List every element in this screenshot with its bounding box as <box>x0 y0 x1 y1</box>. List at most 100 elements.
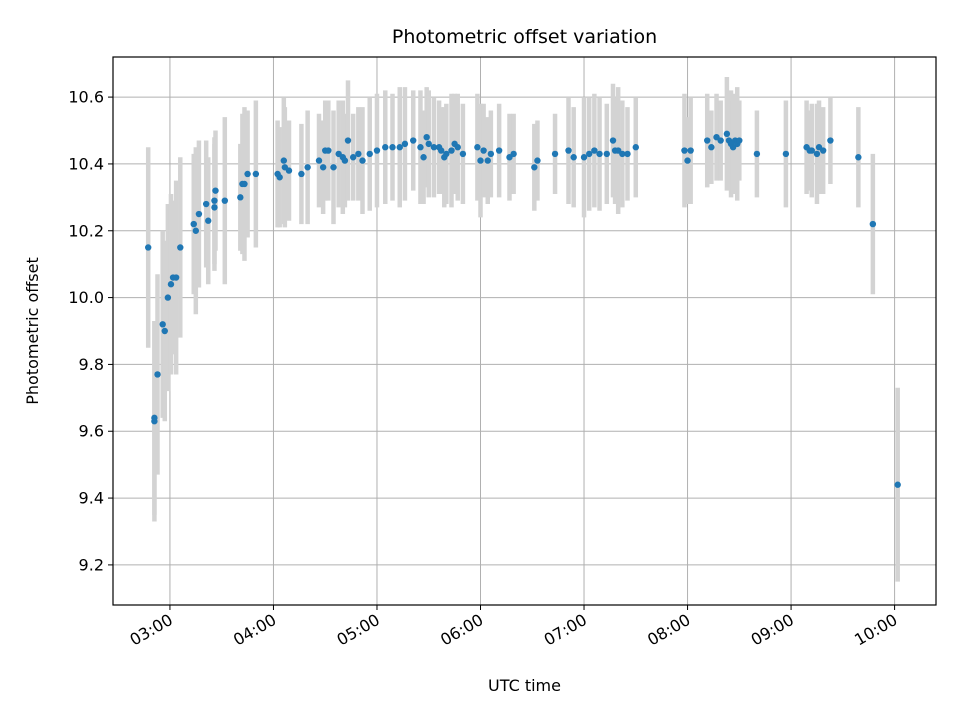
data-point <box>202 200 210 208</box>
data-point <box>425 140 432 148</box>
data-point <box>443 150 450 158</box>
data-point <box>154 371 161 378</box>
data-point <box>753 150 761 158</box>
data-point <box>704 137 711 144</box>
data-point <box>396 144 403 151</box>
data-point <box>681 147 688 154</box>
data-point <box>480 147 487 154</box>
y-tick-label: 9.8 <box>79 355 104 374</box>
data-point <box>687 147 694 154</box>
data-point <box>330 164 337 171</box>
data-point <box>161 327 168 335</box>
y-axis-ticks: 9.2 9.4 9.6 9.8 10.0 10.2 10.4 10.6 <box>68 88 113 574</box>
y-tick-label: 10.4 <box>68 154 104 173</box>
data-point <box>423 133 430 141</box>
data-points <box>144 130 901 488</box>
data-point <box>285 167 293 174</box>
data-point <box>808 147 815 154</box>
data-point <box>603 150 610 158</box>
data-point <box>341 157 349 164</box>
data-point <box>717 137 724 144</box>
data-point <box>190 220 197 228</box>
data-point <box>619 150 626 158</box>
data-point <box>510 150 517 158</box>
data-point <box>813 150 821 158</box>
data-point <box>708 144 715 151</box>
data-point <box>382 144 389 151</box>
data-point <box>624 150 631 158</box>
data-point <box>373 147 381 154</box>
y-axis-label: Photometric offset <box>23 257 42 405</box>
data-point <box>211 204 218 211</box>
data-point <box>355 150 362 158</box>
data-point <box>459 150 467 158</box>
data-point <box>172 274 180 281</box>
data-point <box>420 154 427 161</box>
data-point <box>319 164 327 171</box>
data-point <box>344 137 352 144</box>
data-point <box>410 137 417 144</box>
data-point <box>454 144 461 151</box>
data-point <box>177 244 184 251</box>
data-point <box>315 157 323 164</box>
data-point <box>192 227 200 234</box>
data-point <box>586 150 593 158</box>
data-point <box>580 154 588 161</box>
data-point <box>684 157 691 164</box>
data-point <box>205 217 212 224</box>
data-point <box>221 197 229 204</box>
data-point <box>349 154 357 161</box>
y-tick-label: 9.4 <box>79 489 104 508</box>
data-point <box>401 140 409 148</box>
data-point <box>632 144 639 151</box>
data-point <box>609 137 617 144</box>
data-point <box>551 150 559 158</box>
data-point <box>448 147 455 154</box>
chart-title: Photometric offset variation <box>392 26 657 48</box>
data-point <box>430 144 438 151</box>
data-point <box>474 144 481 151</box>
data-point <box>417 144 424 151</box>
data-point <box>827 137 834 144</box>
data-point <box>144 244 152 251</box>
y-tick-label: 9.6 <box>79 422 104 441</box>
data-point <box>565 147 572 154</box>
data-point <box>487 150 495 158</box>
y-tick-label: 10.0 <box>68 288 104 307</box>
data-point <box>596 150 603 158</box>
data-point <box>325 147 332 154</box>
data-point <box>855 154 862 161</box>
data-point <box>782 150 790 158</box>
plot-frame <box>112 56 937 606</box>
data-point <box>241 180 248 188</box>
data-point <box>366 150 373 158</box>
data-point <box>276 174 283 181</box>
x-axis-label: UTC time <box>488 676 561 695</box>
data-point <box>437 147 445 154</box>
data-point <box>591 147 598 154</box>
data-point <box>159 321 166 328</box>
data-point <box>534 157 541 164</box>
data-point <box>280 157 288 164</box>
data-point <box>531 164 538 171</box>
data-point <box>212 187 219 194</box>
data-point <box>869 220 877 228</box>
data-point <box>359 157 366 164</box>
data-point <box>167 281 175 288</box>
data-point <box>477 157 484 164</box>
data-point <box>484 157 491 164</box>
data-point <box>211 197 218 204</box>
y-tick-label: 10.6 <box>68 88 104 107</box>
y-tick-label: 9.2 <box>79 555 104 574</box>
data-point <box>819 147 827 154</box>
data-point <box>151 414 158 422</box>
data-point <box>252 170 260 178</box>
data-point <box>723 130 731 138</box>
data-point <box>389 144 396 151</box>
y-tick-label: 10.2 <box>68 221 104 240</box>
data-point <box>298 170 305 178</box>
data-point <box>195 210 203 218</box>
data-point <box>570 154 577 161</box>
data-point <box>894 481 901 488</box>
data-point <box>164 294 172 301</box>
